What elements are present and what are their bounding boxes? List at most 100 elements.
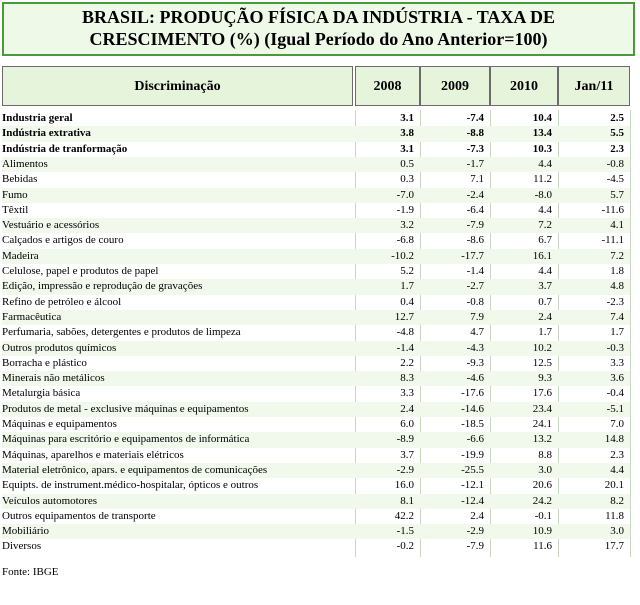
cell-value: 11.8	[605, 509, 624, 522]
cell-value: -6.4	[466, 203, 484, 216]
table-row: Bebidas 0.3 7.1 11.2 -4.5	[2, 172, 630, 187]
cell-value: 4.7	[470, 326, 484, 339]
cell-value: -25.5	[461, 463, 484, 476]
cell-value: 4.4	[610, 463, 624, 476]
title-box: BRASIL: PRODUÇÃO FÍSICA DA INDÚSTRIA - T…	[2, 2, 635, 56]
cell-value: 13.2	[532, 433, 552, 446]
cell-value: -1.7	[466, 157, 484, 170]
cell-value: -12.4	[461, 494, 484, 507]
row-label: Indústria de tranformação	[2, 142, 128, 155]
cell-value: 3.0	[538, 463, 552, 476]
row-label: Borracha e plástico	[2, 356, 87, 369]
cell-value: 14.8	[604, 433, 624, 446]
cell-value: -8.8	[466, 127, 484, 140]
table-row: Minerais não metálicos 8.3 -4.6 9.3 3.6	[2, 371, 630, 387]
row-label: Têxtil	[2, 203, 29, 216]
cell-value: 2.4	[400, 402, 414, 415]
cell-value: -2.3	[606, 295, 624, 308]
cell-value: 42.2	[394, 509, 414, 522]
cell-value: 4.4	[538, 203, 552, 216]
table-row: Perfumaria, sabões, detergentes e produt…	[2, 325, 630, 340]
row-label: Máquinas para escritório e equipamentos …	[2, 433, 250, 446]
row-label: Máquinas e equipamentos	[2, 418, 117, 430]
table-row: Calçados e artigos de couro -6.8 -8.6 6.7 -1…	[2, 233, 630, 248]
cell-value: 16.1	[532, 249, 552, 262]
header-cell: Discriminação	[2, 66, 353, 106]
cell-value: -18.5	[461, 418, 484, 430]
title-line: BRASIL: PRODUÇÃO FÍSICA DA INDÚSTRIA - T…	[82, 7, 555, 27]
cell-value: 5.2	[400, 265, 414, 277]
table-row: Equipts. de instrument.médico-hospitalar…	[2, 478, 630, 493]
cell-value: -5.1	[606, 402, 624, 415]
cell-value: -14.6	[461, 402, 484, 415]
cell-value: -10.2	[391, 249, 414, 262]
table-row: Produtos de metal - exclusive máquinas e…	[2, 401, 630, 417]
cell-value: 3.8	[400, 127, 414, 140]
cell-value: 3.3	[400, 387, 414, 400]
cell-value: -8.6	[466, 234, 484, 247]
cell-value: 0.5	[400, 157, 414, 170]
cell-value: 10.9	[532, 525, 552, 538]
cell-value: 2.5	[610, 112, 624, 124]
cell-value: -12.1	[461, 479, 484, 492]
title-line: CRESCIMENTO (%) (Igual Período do Ano An…	[89, 29, 548, 49]
cell-value: 20.1	[604, 479, 624, 492]
cell-value: 8.1	[400, 494, 414, 507]
column-line	[355, 110, 356, 557]
cell-value: -6.8	[396, 234, 414, 247]
row-label: Material eletrônico, apars. e equipament…	[2, 463, 268, 476]
cell-value: 2.4	[470, 509, 484, 522]
cell-value: 0.3	[400, 173, 414, 186]
cell-value: -1.4	[466, 265, 484, 277]
table-row: Máquinas, aparelhos e materiais elétrico…	[2, 448, 630, 463]
cell-value: -17.7	[461, 249, 484, 262]
column-line	[558, 110, 559, 557]
cell-value: -8.0	[534, 188, 552, 201]
cell-value: 5.5	[610, 127, 624, 140]
cell-value: -4.8	[396, 326, 414, 339]
column-line	[490, 110, 491, 557]
cell-value: 7.9	[470, 310, 484, 323]
row-label: Minerais não metálicos	[2, 372, 105, 385]
cell-value: -19.9	[461, 448, 484, 461]
table-row: Edição, impressão e reprodução de gravaç…	[2, 279, 630, 295]
cell-value: 2.2	[400, 356, 414, 369]
cell-value: -1.9	[396, 203, 414, 216]
cell-value: 3.3	[610, 356, 624, 369]
cell-value: -0.8	[606, 157, 624, 170]
row-label: Veículos automotores	[2, 494, 98, 507]
table-row: Máquinas e equipamentos 6.0 -18.5 24.1 7.0	[2, 417, 630, 432]
cell-value: -1.5	[396, 525, 414, 538]
cell-value: 0.7	[538, 295, 552, 308]
cell-value: 3.7	[538, 280, 552, 293]
cell-value: -4.6	[466, 372, 484, 385]
cell-value: 13.4	[532, 127, 552, 140]
cell-value: -0.1	[534, 509, 552, 522]
cell-value: 6.7	[538, 234, 552, 247]
cell-value: -2.9	[466, 525, 484, 538]
row-label: Refino de petróleo e álcool	[2, 295, 122, 308]
cell-value: 11.6	[533, 540, 552, 553]
cell-value: 10.3	[532, 142, 552, 155]
cell-value: -4.5	[606, 173, 624, 186]
row-label: Alimentos	[2, 157, 48, 170]
row-label: Vestuário e acessórios	[2, 219, 100, 232]
cell-value: -2.4	[466, 188, 484, 201]
cell-value: -0.8	[466, 295, 484, 308]
table-row: Outros produtos químicos -1.4 -4.3 10.2 -0.3	[2, 340, 630, 356]
cell-value: -8.9	[396, 433, 414, 446]
row-label: Bebidas	[2, 173, 38, 186]
cell-value: 5.7	[610, 188, 624, 201]
source: Fonte: IBGE	[2, 566, 59, 578]
row-label: Edição, impressão e reprodução de gravaç…	[2, 280, 203, 293]
cell-value: 24.2	[532, 494, 552, 507]
row-label: Fumo	[2, 188, 28, 201]
cell-value: -1.4	[396, 341, 414, 354]
cell-value: 12.5	[532, 356, 552, 369]
table-row: Veículos automotores 8.1 -12.4 24.2 8.2	[2, 493, 630, 509]
cell-value: 23.4	[532, 402, 552, 415]
cell-value: 2.3	[610, 448, 624, 461]
cell-value: -4.3	[466, 341, 484, 354]
table-row: Borracha e plástico 2.2 -9.3 12.5 3.3	[2, 356, 630, 371]
